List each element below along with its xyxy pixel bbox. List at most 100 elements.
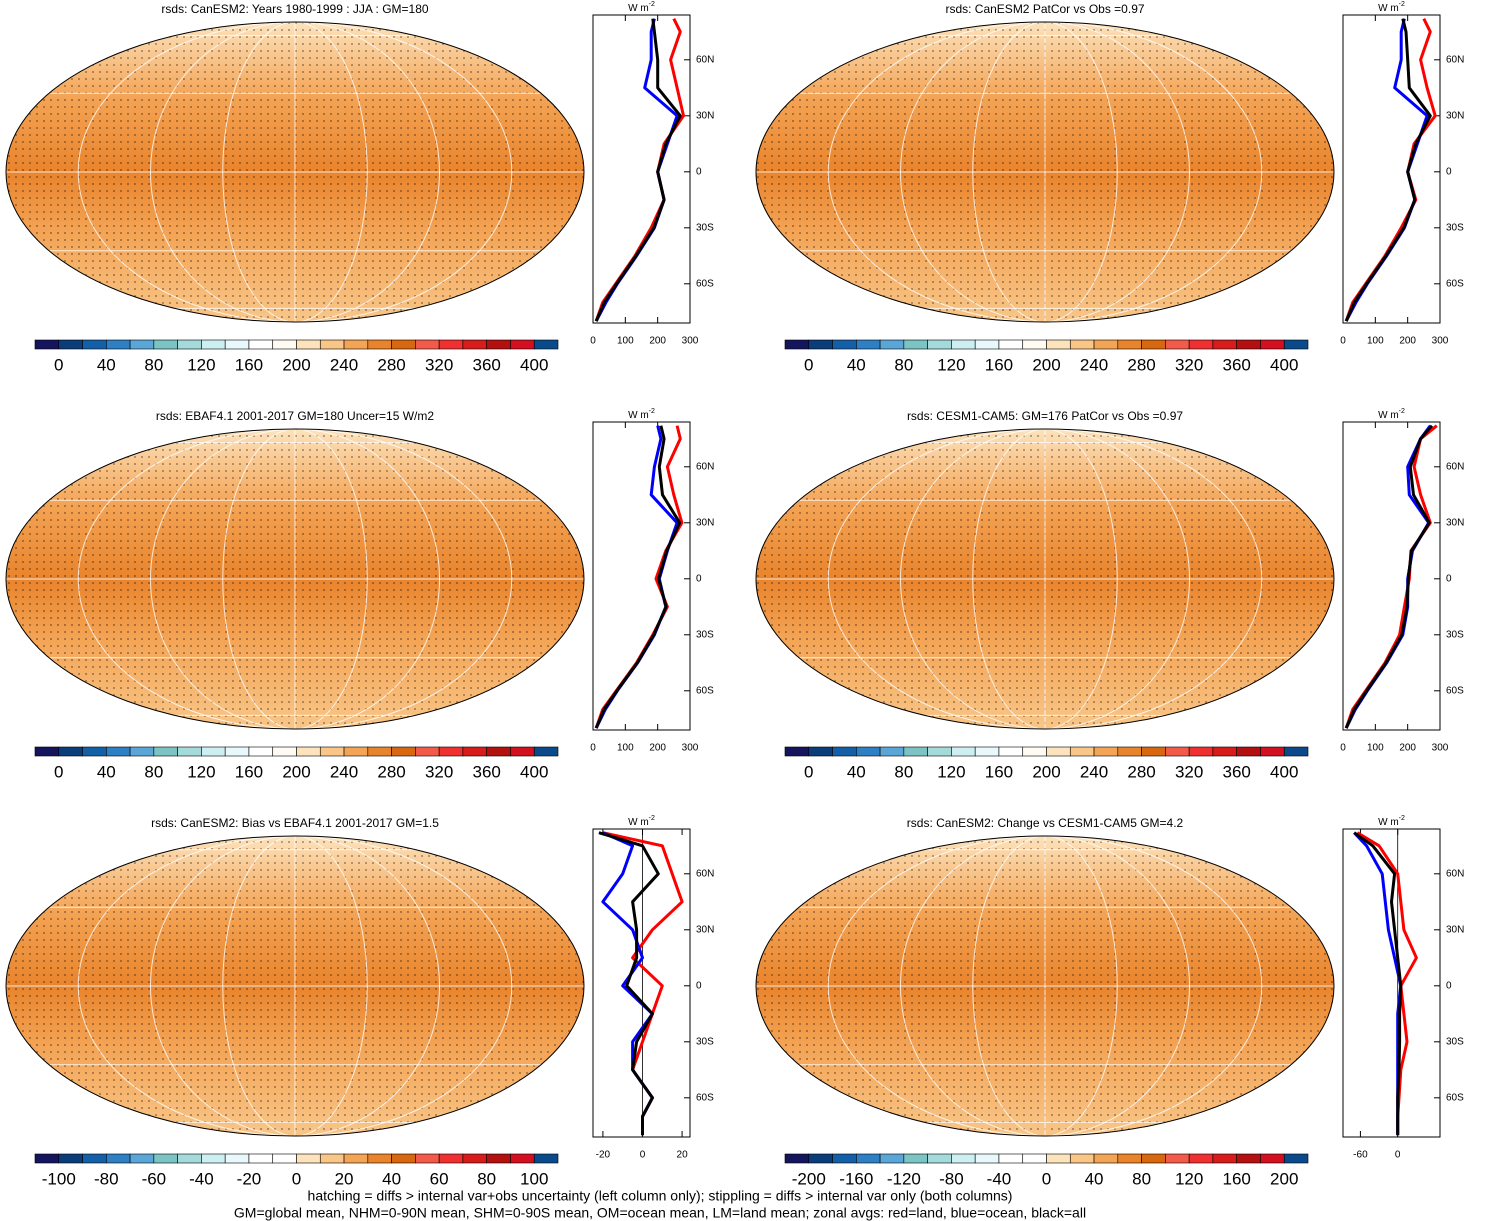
- zonal-line: [1344, 18, 1437, 322]
- colorbar-box: [367, 1153, 392, 1164]
- y-tick-label: 0: [696, 166, 702, 177]
- colorbar-label: 200: [1032, 355, 1060, 374]
- zonal-line: [1344, 424, 1432, 729]
- unit-text: W m: [1378, 410, 1399, 421]
- colorbar-box: [1022, 339, 1047, 350]
- colorbar-label: 20: [335, 1169, 354, 1188]
- y-tick-label: 60S: [696, 1092, 714, 1103]
- colorbar-label: 200: [282, 762, 310, 781]
- colorbar-box: [106, 746, 131, 757]
- colorbar-box: [1165, 339, 1190, 350]
- colorbar-box: [533, 1153, 559, 1164]
- zonal-line: [594, 18, 685, 322]
- colorbar-label: -80: [94, 1169, 119, 1188]
- colorbar-box: [533, 339, 559, 350]
- colorbar-box: [296, 339, 321, 350]
- zonal-line: [1353, 831, 1403, 1136]
- colorbar-box: [1069, 746, 1095, 757]
- colorbar-box: [343, 1153, 369, 1164]
- colorbar-box: [438, 339, 464, 350]
- x-tick-label: 100: [617, 743, 634, 754]
- colorbar-box: [486, 339, 511, 350]
- colorbar-label: 360: [472, 355, 500, 374]
- colorbar-box: [82, 1153, 107, 1164]
- colorbar-box: [272, 339, 297, 350]
- colorbar-label: 320: [1175, 762, 1203, 781]
- colorbar-box: [462, 1153, 487, 1164]
- colorbar-box: [808, 746, 833, 757]
- y-tick-label: 60N: [696, 54, 714, 65]
- colorbar-box: [224, 1153, 250, 1164]
- x-tick-label: 300: [1432, 336, 1449, 347]
- colorbar-label: 80: [477, 1169, 496, 1188]
- colorbar-label: 80: [144, 762, 163, 781]
- colorbar-box: [58, 1153, 83, 1164]
- y-tick-label: 30N: [696, 110, 714, 121]
- colorbar-box: [808, 339, 833, 350]
- colorbar-label: 0: [54, 355, 63, 374]
- y-tick-label: 30N: [1446, 517, 1464, 528]
- panel-title: rsds: CanESM2: Change vs CESM1-CAM5 GM=4…: [907, 816, 1184, 830]
- colorbar-box: [272, 1153, 297, 1164]
- colorbar-box: [998, 746, 1024, 757]
- colorbar-box: [201, 746, 226, 757]
- y-tick-label: 60S: [1446, 278, 1464, 289]
- colorbar-box: [367, 746, 392, 757]
- colorbar-label: 160: [985, 762, 1013, 781]
- y-tick-label: 30N: [1446, 924, 1464, 935]
- colorbar-label: 400: [520, 355, 548, 374]
- colorbar-label: 400: [520, 762, 548, 781]
- colorbar-label: 360: [1222, 355, 1250, 374]
- colorbar-box: [951, 746, 976, 757]
- colorbar-box: [1188, 746, 1214, 757]
- y-tick-label: 0: [1446, 980, 1452, 991]
- colorbar-label: 40: [847, 762, 866, 781]
- colorbar-box: [153, 1153, 178, 1164]
- x-tick-label: 0: [640, 1150, 646, 1161]
- colorbar-box: [856, 339, 881, 350]
- colorbar-box: [1046, 746, 1071, 757]
- colorbar-box: [129, 1153, 155, 1164]
- colorbar-label: -160: [839, 1169, 873, 1188]
- colorbar-box: [319, 746, 345, 757]
- colorbar-label: 200: [282, 355, 310, 374]
- x-tick-label: -20: [596, 1150, 611, 1161]
- colorbar-label: 360: [472, 762, 500, 781]
- note: hatching = diffs > internal var+obs unce…: [308, 1188, 1013, 1204]
- colorbar-box: [974, 746, 1000, 757]
- colorbar-label: 40: [847, 355, 866, 374]
- colorbar-label: 0: [804, 762, 813, 781]
- colorbar-box: [1283, 339, 1309, 350]
- colorbar-box: [177, 746, 202, 757]
- colorbar-box: [1212, 339, 1237, 350]
- colorbar-box: [58, 339, 83, 350]
- colorbar-box: [415, 1153, 440, 1164]
- unit-text: W m: [1378, 3, 1399, 14]
- colorbar-box: [1022, 1153, 1047, 1164]
- colorbar-box: [319, 339, 345, 350]
- colorbar-box: [415, 339, 440, 350]
- colorbar-box: [1212, 1153, 1237, 1164]
- panel-title: rsds: CanESM2: Years 1980-1999 : JJA : G…: [161, 2, 428, 16]
- colorbar-label: 100: [520, 1169, 548, 1188]
- colorbar-box: [1260, 1153, 1285, 1164]
- colorbar-box: [1188, 1153, 1214, 1164]
- x-tick-label: 300: [682, 336, 699, 347]
- colorbar-box: [832, 339, 857, 350]
- y-tick-label: 30N: [1446, 110, 1464, 121]
- colorbar-box: [58, 746, 83, 757]
- colorbar-label: -80: [939, 1169, 964, 1188]
- colorbar-label: 280: [1127, 355, 1155, 374]
- colorbar-box: [248, 1153, 274, 1164]
- zonal-line: [594, 425, 682, 729]
- zonal-line: [598, 831, 660, 1136]
- colorbar-box: [1165, 1153, 1190, 1164]
- y-tick-label: 0: [696, 980, 702, 991]
- colorbar-label: 240: [1080, 762, 1108, 781]
- colorbar-box: [129, 746, 155, 757]
- colorbar-box: [879, 1153, 905, 1164]
- x-tick-label: 0: [1395, 1150, 1401, 1161]
- unit-sup: -2: [1399, 815, 1405, 822]
- colorbar-box: [177, 1153, 202, 1164]
